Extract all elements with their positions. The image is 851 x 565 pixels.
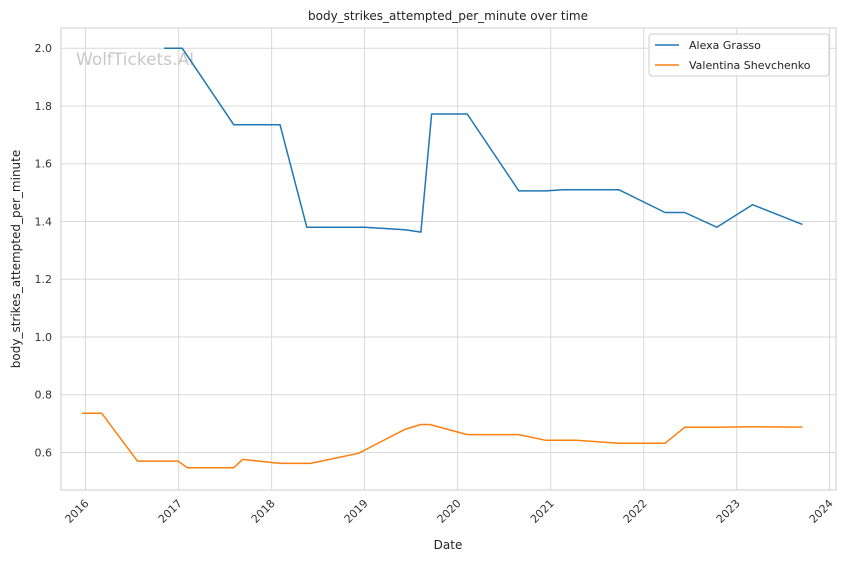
legend-box: [648, 33, 830, 77]
watermark: WolfTickets.AI: [76, 50, 194, 70]
y-tick-label: 1.4: [35, 215, 53, 228]
x-axis-label: Date: [434, 538, 463, 552]
y-tick-label: 2.0: [35, 42, 53, 55]
chart-title: body_strikes_attempted_per_minute over t…: [308, 9, 588, 23]
series-line-2: [82, 412, 803, 469]
y-tick-label: 0.8: [35, 389, 53, 402]
y-tick-labels: 0.6 0.8 1.0 1.2 1.4 1.6 1.8 2.0: [35, 42, 53, 459]
series-line-1: [164, 47, 803, 233]
y-tick-label: 1.2: [35, 273, 53, 286]
y-tick-label: 1.0: [35, 331, 53, 344]
series-layer: [82, 47, 803, 469]
legend-label: Alexa Grasso: [689, 39, 761, 52]
y-tick-label: 0.6: [35, 446, 53, 459]
legend: Alexa Grasso Valentina Shevchenko: [648, 33, 830, 77]
legend-label: Valentina Shevchenko: [689, 59, 811, 72]
y-axis-label: body_strikes_attempted_per_minute: [9, 150, 23, 368]
y-tick-label: 1.6: [35, 158, 53, 171]
grid: [61, 28, 836, 490]
y-tick-label: 1.8: [35, 100, 53, 113]
plot-frame: [60, 27, 837, 491]
